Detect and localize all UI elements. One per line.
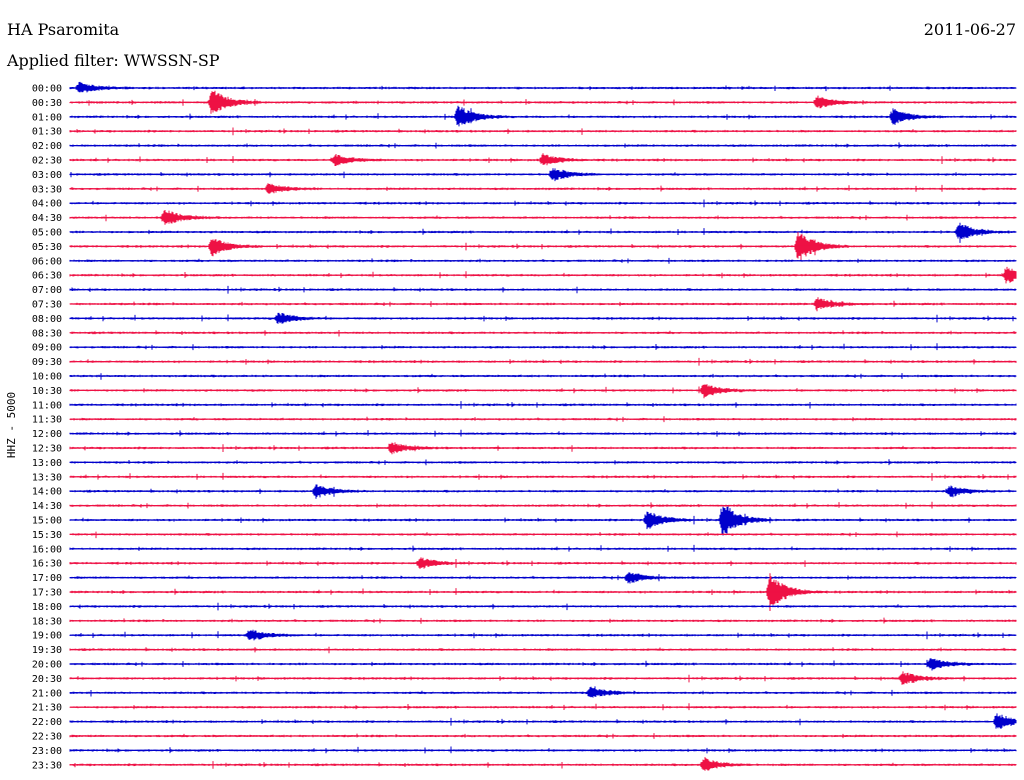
station-title: HA Psaromita	[7, 20, 120, 39]
row-label: 17:00	[32, 573, 62, 584]
row-label: 17:30	[32, 588, 62, 599]
row-label: 18:30	[32, 616, 62, 627]
row-label: 08:00	[32, 314, 62, 325]
row-label: 10:00	[32, 372, 62, 383]
row-label: 03:30	[32, 184, 62, 195]
row-label: 04:30	[32, 213, 62, 224]
row-label: 05:00	[32, 228, 62, 239]
trace-line	[69, 222, 1017, 243]
row-label: 15:30	[32, 530, 62, 541]
row-label: 19:30	[32, 645, 62, 656]
row-label: 02:30	[32, 156, 62, 167]
row-label: 00:30	[32, 98, 62, 109]
row-label: 01:00	[32, 112, 62, 123]
row-label: 14:00	[32, 487, 62, 498]
row-label: 06:00	[32, 256, 62, 267]
row-label: 22:30	[32, 732, 62, 743]
row-label: 16:00	[32, 544, 62, 555]
date-label: 2011-06-27	[923, 20, 1016, 39]
trace-line	[69, 81, 1017, 93]
row-label: 11:30	[32, 415, 62, 426]
row-label: 05:30	[32, 242, 62, 253]
trace-line	[69, 686, 1017, 698]
row-label: 10:30	[32, 386, 62, 397]
row-label: 23:00	[32, 746, 62, 757]
row-label: 14:30	[32, 501, 62, 512]
row-label: 07:00	[32, 285, 62, 296]
row-label: 12:30	[32, 444, 62, 455]
row-label: 18:00	[32, 602, 62, 613]
row-labels: 00:00 00:30 01:00 01:30 02:00 02:30 03:00 03:30…	[32, 84, 62, 772]
row-label: 21:30	[32, 703, 62, 714]
row-label: 02:00	[32, 141, 62, 152]
trace-line	[69, 384, 1017, 399]
row-label: 09:00	[32, 343, 62, 354]
row-label: 01:30	[32, 127, 62, 138]
row-label: 09:30	[32, 357, 62, 368]
row-label: 11:00	[32, 400, 62, 411]
row-label: 21:00	[32, 688, 62, 699]
y-axis-label: HHZ - 5000	[5, 392, 18, 458]
row-label: 19:00	[32, 631, 62, 642]
row-label: 06:30	[32, 271, 62, 282]
row-label: 04:00	[32, 199, 62, 210]
row-label: 15:00	[32, 516, 62, 527]
row-label: 03:00	[32, 170, 62, 181]
row-label: 00:00	[32, 84, 62, 95]
row-label: 22:00	[32, 717, 62, 728]
trace-line	[69, 506, 1017, 536]
row-label: 20:30	[32, 674, 62, 685]
traces	[69, 81, 1017, 771]
row-label: 13:00	[32, 458, 62, 469]
row-label: 13:30	[32, 472, 62, 483]
row-label: 20:00	[32, 660, 62, 671]
row-label: 08:30	[32, 328, 62, 339]
row-label: 23:30	[32, 760, 62, 771]
row-label: 12:00	[32, 429, 62, 440]
row-label: 16:30	[32, 559, 62, 570]
trace-line	[69, 757, 1017, 771]
row-label: 07:30	[32, 300, 62, 311]
filter-label: Applied filter: WWSSN-SP	[7, 51, 220, 70]
